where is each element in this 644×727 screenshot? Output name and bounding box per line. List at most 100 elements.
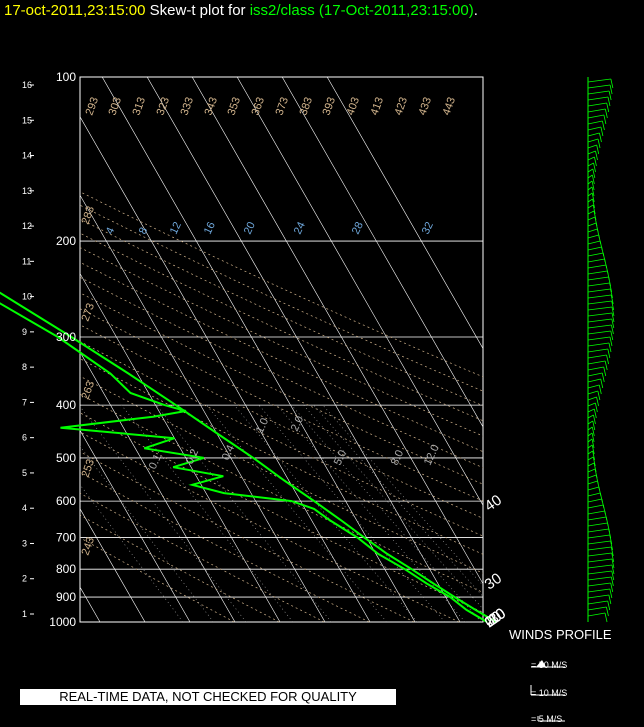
wind-barb (587, 240, 601, 245)
chart-title: 17-oct-2011,23:15:00 Skew-t plot for iss… (4, 2, 478, 19)
wind-barb-flag (606, 606, 609, 617)
wind-barb (587, 246, 602, 251)
wind-barb-flag (611, 300, 615, 311)
wind-barb-flag (610, 540, 613, 551)
wind-barb (587, 114, 604, 119)
wind-barb (587, 288, 611, 293)
wind-barb-flag (597, 390, 601, 401)
dry-adiabat (80, 431, 460, 622)
dry-adiabat (80, 358, 483, 555)
wind-barb-flag (592, 168, 596, 179)
wind-barb (587, 468, 596, 473)
isotherm-line (281, 77, 483, 428)
wind-barb (587, 210, 595, 215)
wind-barb-flag (609, 84, 613, 95)
wind-barb (587, 462, 595, 467)
wind-barb (587, 102, 607, 107)
height-tick-label: 10 (22, 292, 32, 302)
wind-barb (587, 312, 613, 317)
adiabat-tick-label: 383 (298, 96, 316, 117)
wind-barb-flag (591, 444, 595, 455)
height-tick-label: 13 (22, 186, 32, 196)
temperature-trace (0, 291, 497, 623)
wind-barb (587, 108, 606, 113)
wind-barb (587, 90, 610, 95)
title-time: 17-oct-2011,23:15:00 (4, 2, 146, 19)
wind-barb-flag (593, 408, 597, 419)
isotherm-line (80, 508, 146, 622)
wind-barb (587, 228, 598, 233)
height-tick-label: 6 (22, 433, 27, 443)
wind-barb (587, 414, 594, 419)
wind-barb-flag (607, 600, 611, 611)
isotherm-line (80, 272, 281, 622)
wind-barb (587, 186, 593, 191)
legend-50ms: = 50 M/S (531, 660, 568, 670)
wind-barb-flag (591, 180, 595, 191)
wind-barb (587, 138, 599, 143)
isotherm-line (80, 351, 236, 622)
wind-barb (587, 162, 594, 167)
adiabat-tick-label: 323 (155, 96, 173, 117)
mixing-ratio-label: 16 (202, 220, 218, 236)
mixing-ratio-label: 0.2 (184, 447, 201, 466)
wind-barb-flag (591, 438, 595, 449)
wind-barb-flag (611, 570, 615, 581)
isotherm-line (191, 77, 483, 585)
wind-barb (587, 120, 603, 125)
wind-barb-flag (608, 594, 612, 605)
adiabat-tick-label: 423 (393, 96, 411, 117)
pressure-tick-label: 600 (56, 494, 76, 508)
mixing-ratio-label: 1.0 (254, 416, 271, 435)
pressure-tick-label: 300 (56, 330, 76, 344)
wind-barb (587, 582, 611, 587)
wind-barb (587, 426, 593, 431)
adiabat-tick-label: 263 (80, 380, 98, 401)
wind-barb-flag (606, 102, 610, 113)
dry-adiabat (80, 492, 325, 622)
wind-barb (587, 336, 611, 341)
isotherm-line (101, 77, 416, 622)
wind-barb-flag (611, 324, 614, 335)
mixing-ratio-line (291, 404, 482, 622)
adiabat-tick-label: 243 (80, 536, 98, 557)
mixing-ratio-label: 12.0 (422, 443, 442, 467)
wind-barb (587, 498, 602, 503)
isotherm-line (146, 77, 461, 622)
wind-barb (587, 282, 610, 287)
wind-barb (587, 438, 593, 443)
height-tick-label: 2 (22, 574, 27, 584)
wind-barb-flag (602, 120, 605, 131)
isotherm-line (80, 194, 326, 622)
wind-barb (587, 198, 593, 203)
wind-barb (587, 360, 606, 365)
wind-barb-flag (596, 396, 599, 407)
adiabat-tick-label: 253 (80, 458, 98, 479)
wind-barb (587, 258, 605, 263)
legend-10ms: = 10 M/S (531, 688, 568, 698)
wind-barb (587, 318, 612, 323)
mixing-ratio-label: 0.4 (220, 443, 237, 462)
wind-barb-flag (600, 378, 604, 389)
wind-barb-flag (610, 576, 614, 587)
wind-barb-flag (610, 582, 614, 593)
pressure-tick-label: 400 (56, 398, 76, 412)
mixing-ratio-line (156, 404, 332, 622)
wind-barb-flag (609, 336, 613, 347)
wind-barb-flag (595, 150, 598, 161)
wind-barb (587, 192, 593, 197)
wind-barb (587, 486, 599, 491)
wind-barb (587, 270, 608, 275)
wind-barb (587, 606, 607, 611)
wind-barbs (530, 77, 615, 722)
wind-barb (587, 504, 604, 509)
dry-adiabat (80, 471, 370, 622)
wind-barb-flag (592, 450, 596, 461)
height-tick-label: 4 (22, 503, 27, 513)
mixing-ratio-line (258, 404, 446, 622)
wind-barb-flag (592, 198, 595, 209)
height-tick-label: 8 (22, 362, 27, 372)
mixing-ratio-line (233, 404, 418, 622)
isotherm-line (326, 77, 483, 350)
wind-barb-flag (610, 546, 614, 557)
